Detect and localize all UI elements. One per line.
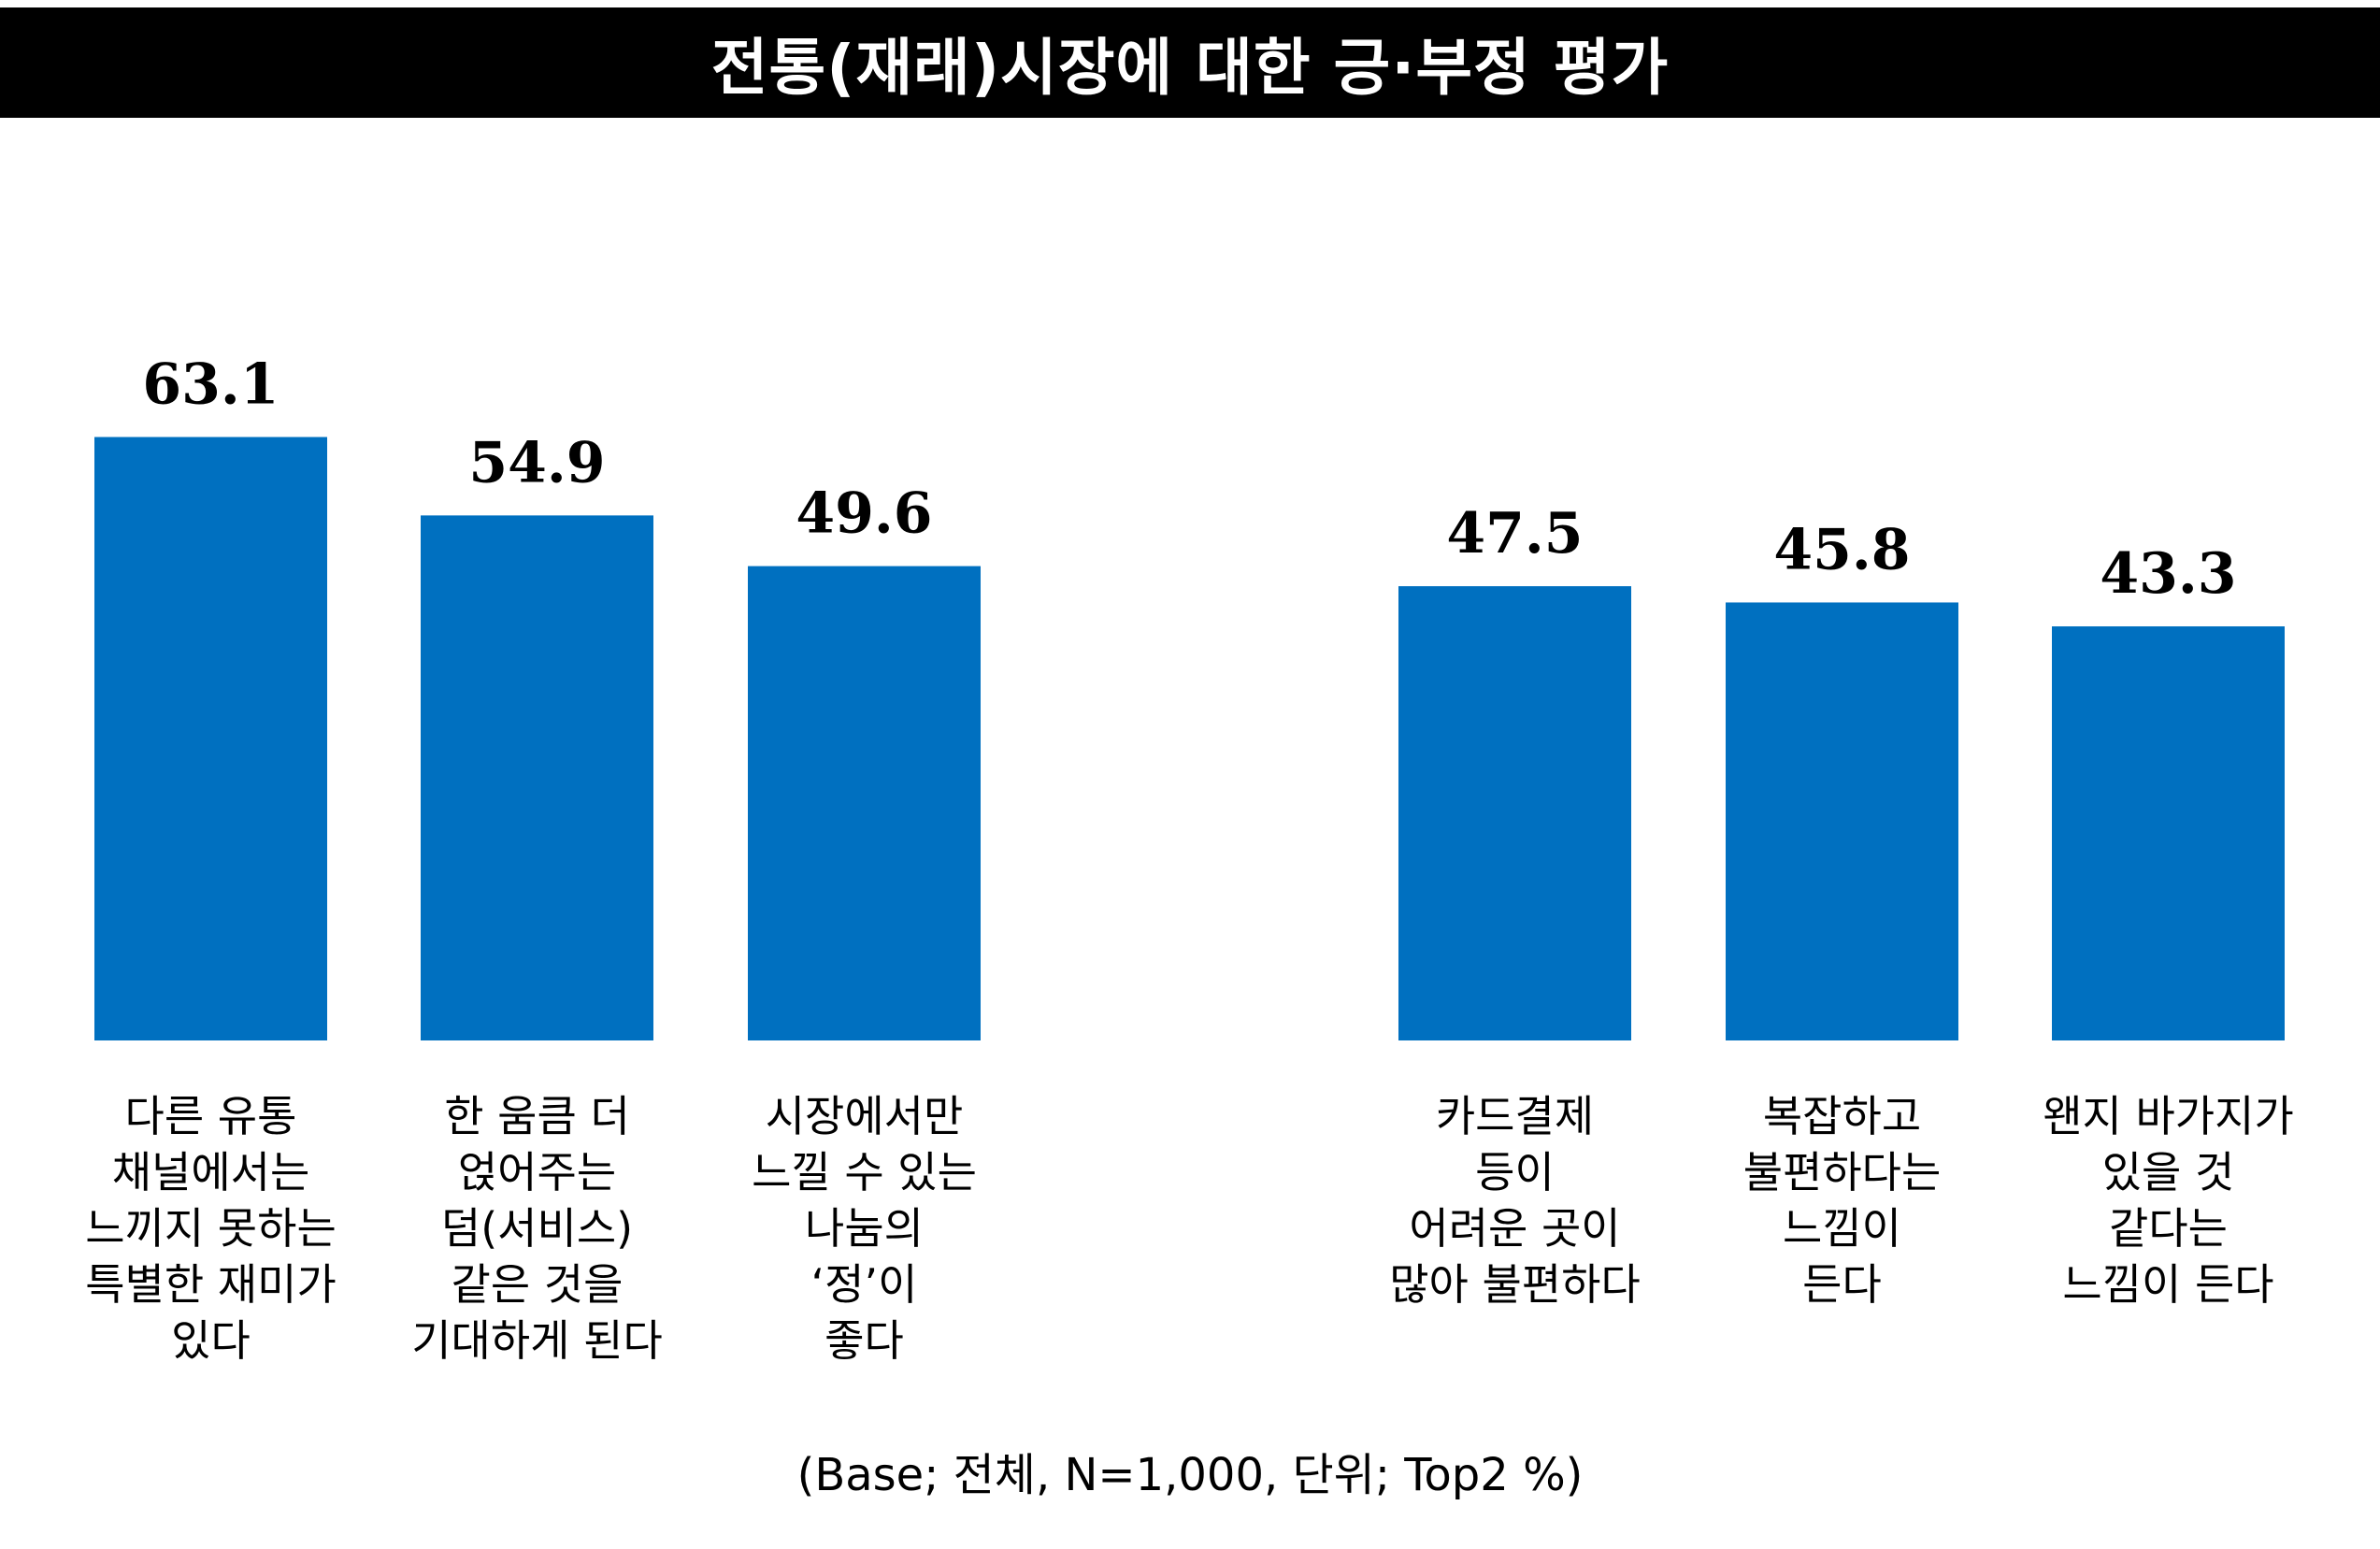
category-label-line: 같다는 <box>2109 1203 2228 1254</box>
category-label-line: 든다 <box>1802 1259 1882 1310</box>
category-label-line: 좋다 <box>824 1315 904 1366</box>
category-label-line: 느낌이 든다 <box>2062 1259 2273 1310</box>
category-label-line: 있다 <box>171 1315 251 1366</box>
bar-3 <box>748 566 981 1040</box>
category-label-line: 기대하게 된다 <box>411 1315 663 1366</box>
bar-1 <box>94 437 327 1040</box>
bar-4 <box>1398 586 1631 1040</box>
data-label-3: 49.6 <box>796 481 932 547</box>
category-label-line: 카드결제 <box>1436 1091 1594 1141</box>
category-label-line: 나눔의 <box>805 1203 924 1254</box>
category-label-line: 불편하다는 <box>1743 1147 1942 1198</box>
bar-2 <box>421 515 653 1040</box>
category-label-line: 채널에서는 <box>112 1147 310 1198</box>
category-label-line: 특별한 재미가 <box>85 1259 337 1310</box>
category-label-line: 한 움큼 더 <box>444 1091 630 1141</box>
footnote: (Base; 전체, N=1,000, 단위; Top2 %) <box>796 1449 1584 1501</box>
category-label-line: 덤(서비스) <box>441 1203 633 1254</box>
bar-6 <box>2052 626 2285 1040</box>
bar-5 <box>1726 602 1958 1040</box>
data-label-5: 45.8 <box>1773 517 1910 582</box>
category-label-line: 느끼지 못하는 <box>85 1203 337 1254</box>
data-label-6: 43.3 <box>2100 541 2236 607</box>
category-label-line: 복잡하고 <box>1763 1091 1921 1141</box>
data-label-4: 47.5 <box>1446 501 1583 567</box>
category-label-line: 등이 <box>1475 1147 1555 1198</box>
category-label-line: 많아 불편하다 <box>1389 1259 1641 1310</box>
category-label-line: 같은 것을 <box>452 1259 624 1310</box>
chart-title: 전통(재래)시장에 대한 긍·부정 평가 <box>710 32 1670 104</box>
category-label-line: 다른 유통 <box>125 1091 297 1141</box>
title-bar: 전통(재래)시장에 대한 긍·부정 평가 <box>0 7 2380 118</box>
category-label-line: 어려운 곳이 <box>1409 1203 1620 1254</box>
category-label-line: 느낄 수 있는 <box>752 1147 977 1198</box>
data-label-1: 63.1 <box>142 351 279 417</box>
data-label-2: 54.9 <box>468 430 605 495</box>
category-label-line: 느낌이 <box>1783 1203 1901 1254</box>
category-label-line: ‘정’이 <box>811 1259 918 1310</box>
category-label-line: 시장에서만 <box>766 1091 964 1141</box>
category-label-line: 왠지 바가지가 <box>2043 1091 2294 1141</box>
category-label-line: 있을 것 <box>2102 1147 2235 1198</box>
category-label-line: 얹어주는 <box>458 1147 616 1198</box>
